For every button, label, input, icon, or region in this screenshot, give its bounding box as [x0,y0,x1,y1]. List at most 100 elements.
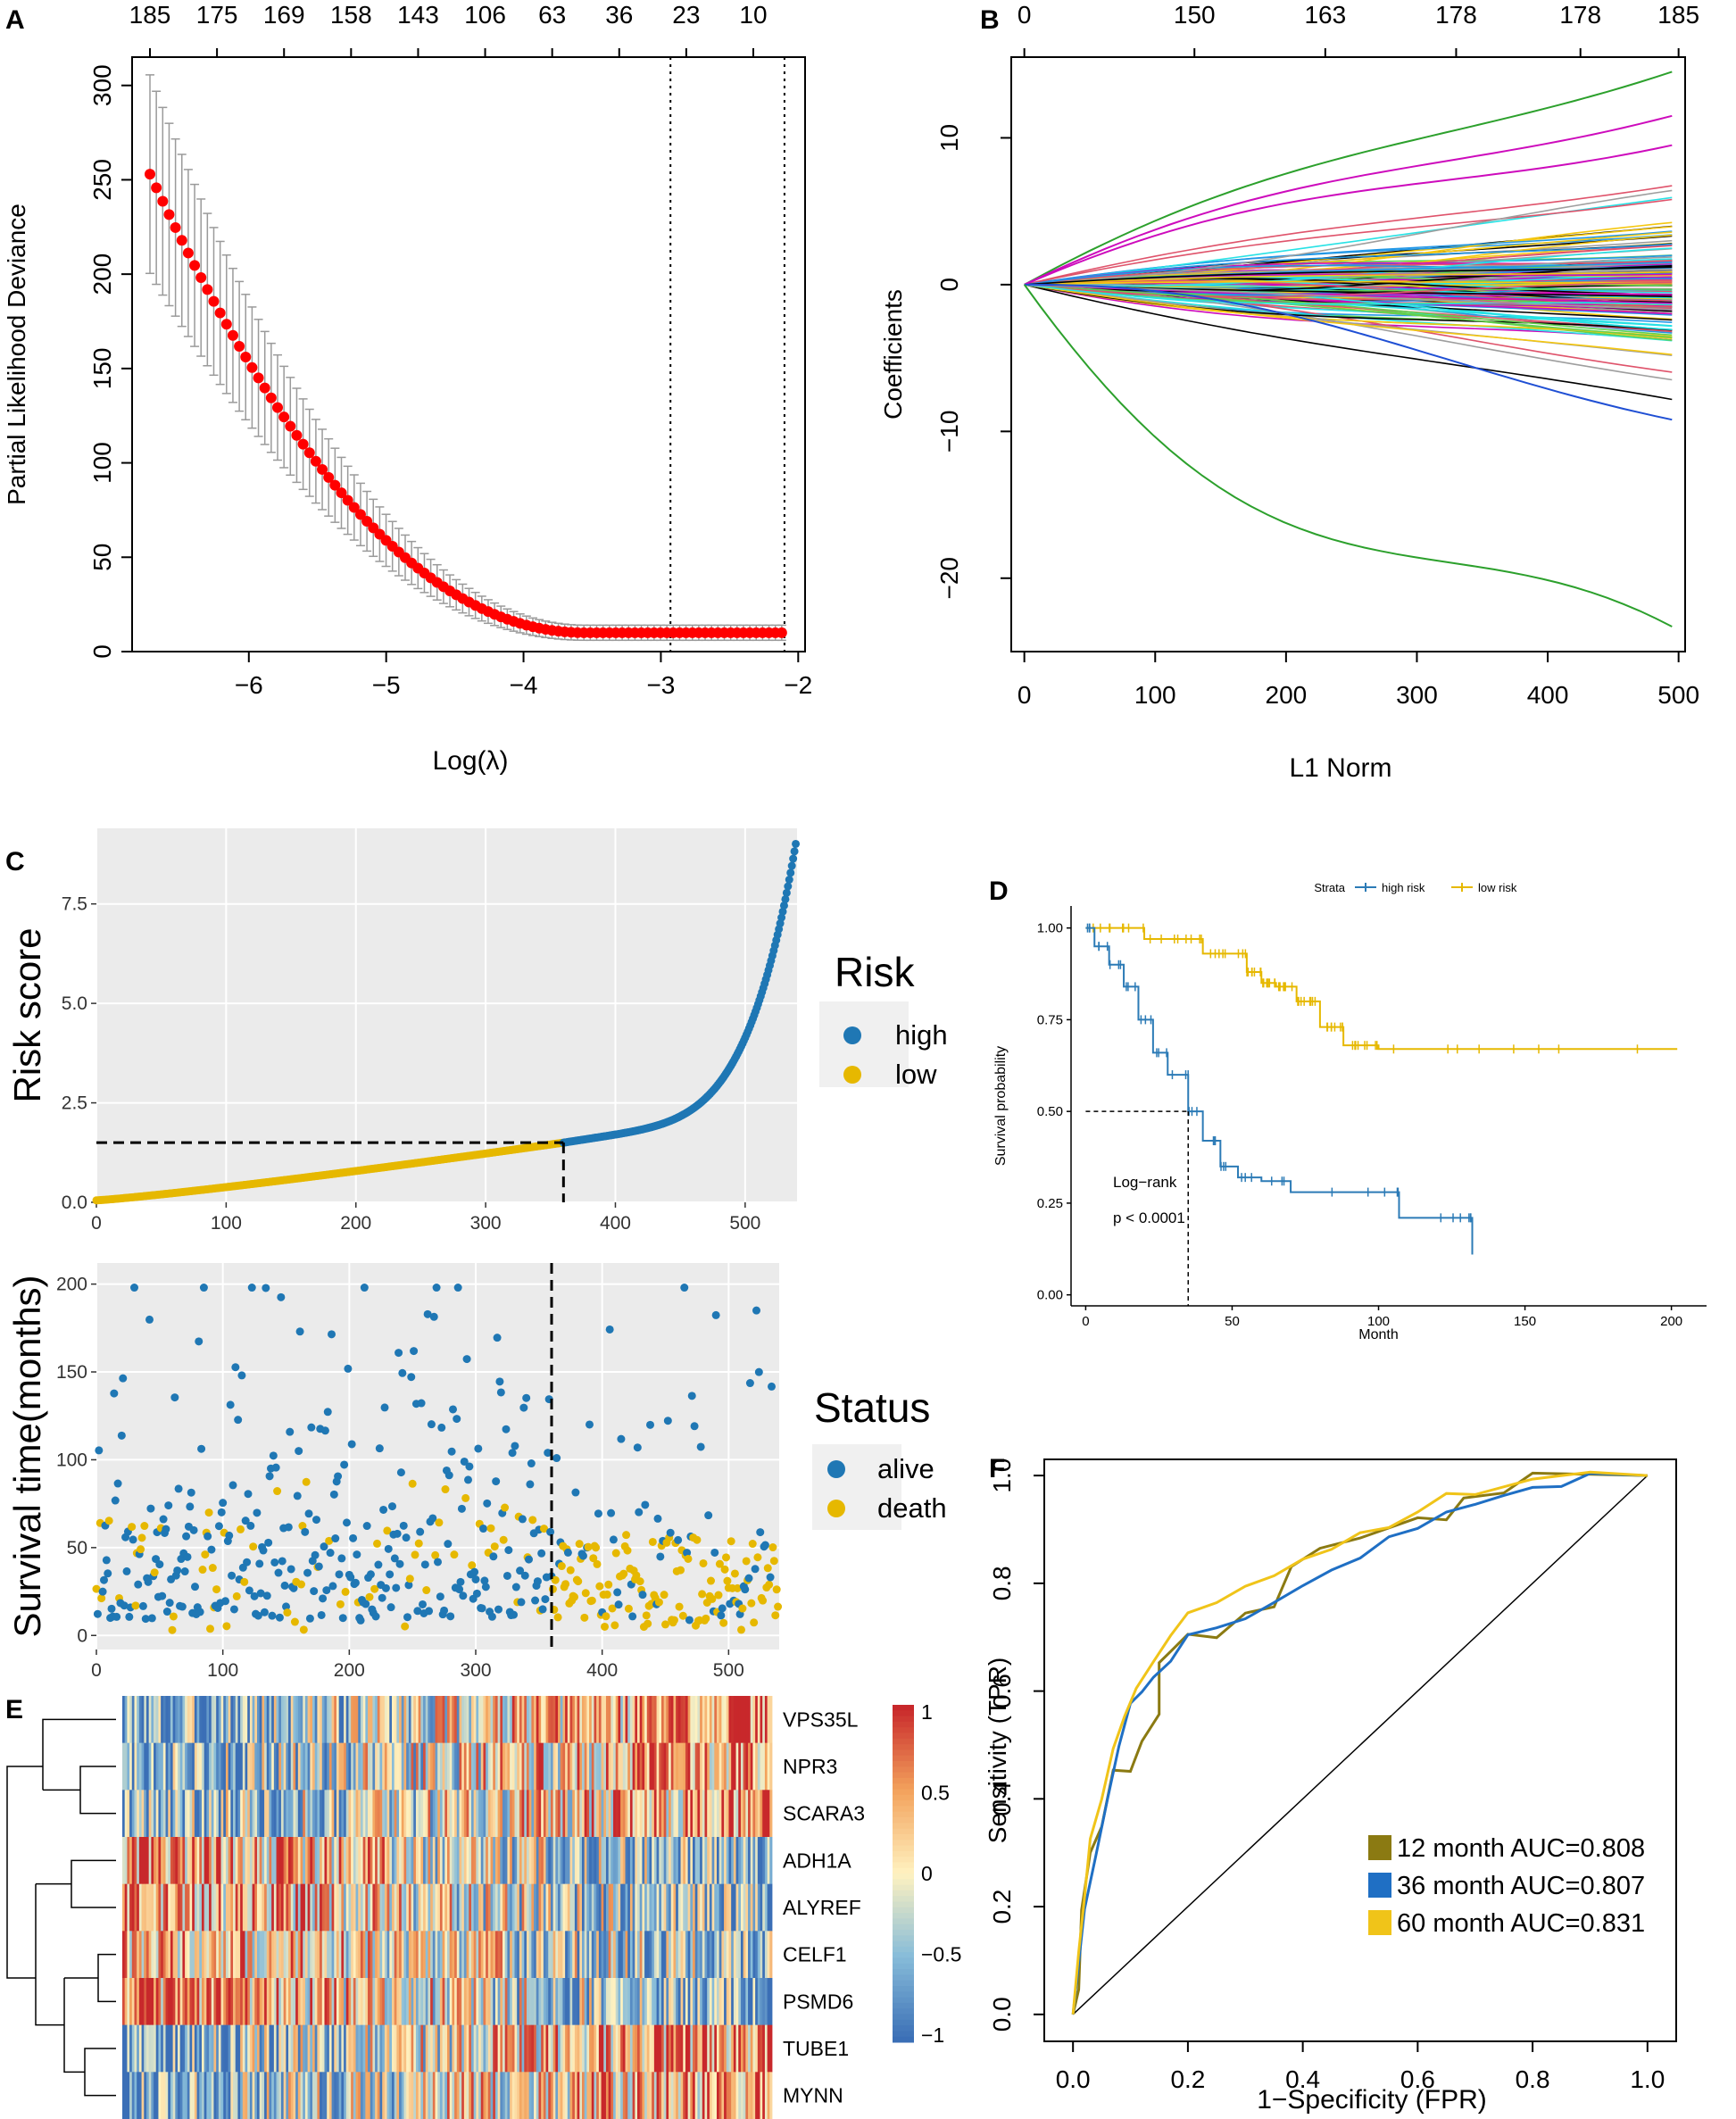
heatmap-cell [182,2072,186,2119]
heatmap-cell [653,2024,657,2073]
heatmap-cell [185,1978,188,2025]
heatmap-cell [594,1790,597,1838]
heatmap-cell [127,1790,130,1838]
death-point [723,1576,732,1585]
heatmap-cell [161,2072,164,2119]
heatmap-cell [401,1883,404,1932]
heatmap-cell [711,2024,715,2073]
heatmap-cell [170,1883,174,1932]
diagonal-reference [1072,1475,1649,2015]
heatmap-cell [161,2024,164,2073]
heatmap-cell [700,1790,703,1838]
heatmap-cell [144,1978,147,2025]
heatmap-cell [271,1978,275,2025]
heatmap-cell [558,1883,561,1932]
heatmap-cell [528,2072,532,2119]
heatmap-cell [223,2024,227,2073]
heatmap-cell [463,1837,467,1884]
heatmap-cell [293,1883,296,1932]
death-point [715,1559,724,1568]
heatmap-cell [266,2072,270,2119]
heatmap-cell [704,2024,708,2073]
heatmap-cell [276,1696,279,1743]
death-point [707,1576,715,1585]
heatmap-cell [461,1931,465,1979]
alive-point [754,1367,763,1376]
heatmap-cell [148,2072,152,2119]
heatmap-cell [541,1790,544,1838]
heatmap-cell [199,1978,203,2025]
heatmap-cell [521,2024,525,2073]
heatmap-cell [550,1931,554,1979]
heatmap-cell [541,1978,544,2025]
x-tick-label: 0 [91,1660,102,1681]
heatmap-cell [408,2072,411,2119]
colorbar-segment [893,2008,914,2015]
deviance-point [278,411,290,423]
alive-point [217,1508,226,1517]
heatmap-cell [511,1883,515,1932]
heatmap-cell [411,1696,414,1743]
heatmap-cell [693,1931,696,1979]
heatmap-cell [242,1883,245,1932]
heatmap-cell [596,2072,600,2119]
heatmap-cell [536,1931,539,1979]
heatmap-cell [716,2024,720,2073]
x-tick-label: 400 [1527,681,1569,709]
heatmap-cell [328,1790,332,1838]
heatmap-cell [565,1790,569,1838]
heatmap-cell [245,2072,248,2119]
heatmap-cell [500,1742,503,1791]
heatmap-cell [461,1978,465,2025]
y-axis-title: Coefficients [879,289,907,420]
heatmap-cell [406,1931,410,1979]
x-tick-label: 500 [729,1213,760,1234]
colorbar-segment [893,1901,914,1908]
colorbar-segment [893,1806,914,1813]
heatmap-cell [594,1837,597,1884]
heatmap-cell [476,2072,479,2119]
heatmap-cell [358,1696,361,1743]
heatmap-cell [220,1883,224,1932]
heatmap-cell [517,1883,520,1932]
heatmap-cell [252,1837,255,1884]
heatmap-cell [413,2072,417,2119]
alive-point [312,1516,320,1525]
heatmap-cell [194,1883,197,1932]
alive-point [613,1588,622,1597]
alive-point [522,1393,531,1402]
heatmap-cell [745,1790,749,1838]
heatmap-cell [493,1790,496,1838]
heatmap-cell [670,2024,674,2073]
heatmap-cell [642,1931,645,1979]
heatmap-cell [394,1931,397,1979]
heatmap-cell [439,1931,444,1979]
heatmap-cell [601,2024,604,2073]
heatmap-cell [165,1883,169,1932]
heatmap-cell [375,1742,378,1791]
x-tick-label: −2 [784,671,812,699]
heatmap-cell [223,1978,227,2025]
heatmap-cell [168,1931,171,1979]
heatmap-cell [310,1931,313,1979]
heatmap-cell [230,2072,234,2119]
death-point [450,1550,459,1559]
heatmap-cell [594,1742,597,1791]
heatmap-cell [401,1978,404,2025]
heatmap-cell [548,1978,552,2025]
colorbar-segment [893,1733,914,1740]
heatmap-cell [145,1742,150,1791]
heatmap-cell [368,2072,371,2119]
heatmap-cell [500,2072,503,2119]
alive-point [470,1567,479,1576]
heatmap-cell [411,1931,414,1979]
heatmap-cell [611,2024,614,2073]
heatmap-cell [483,1696,486,1743]
colorbar-segment [893,1823,914,1830]
heatmap-cell [273,2072,277,2119]
heatmap-cell [341,1837,345,1884]
heatmap-cell [237,1696,241,1743]
heatmap-cell [211,1931,214,1979]
alive-point [457,1504,466,1513]
high-risk-point [777,913,786,922]
